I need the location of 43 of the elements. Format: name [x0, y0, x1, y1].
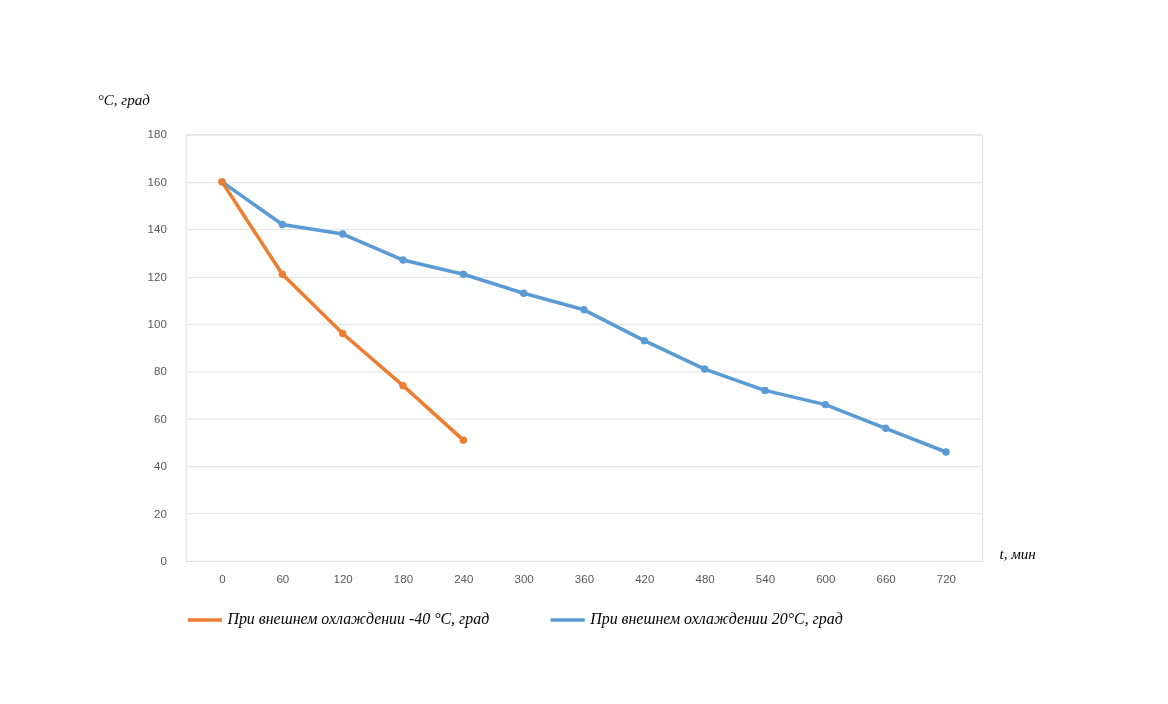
point	[640, 336, 649, 345]
x-tick-label: 720	[936, 572, 957, 585]
point	[399, 381, 407, 390]
y-tick-label: 60	[154, 412, 167, 425]
y-tick-label: 100	[147, 318, 167, 331]
point	[459, 270, 468, 278]
x-tick-label: 540	[755, 572, 776, 585]
y-tick-label: 140	[147, 223, 167, 236]
legend-label: При внешнем охлаждении 20°C, град	[589, 610, 843, 629]
legend-label: При внешнем охлаждении -40 °C, град	[226, 610, 490, 629]
x-axis-title: t, мин	[999, 545, 1036, 562]
y-tick-label: 120	[147, 270, 167, 283]
point	[338, 230, 347, 238]
y-tick-label: 0	[160, 554, 167, 567]
point	[399, 256, 407, 264]
point	[700, 365, 709, 373]
point	[821, 400, 830, 409]
y-tick-label: 180	[147, 128, 167, 141]
point	[278, 220, 287, 229]
y-axis-title: °C, град	[97, 91, 151, 108]
x-tick-label: 0	[219, 572, 226, 585]
x-tick-label: 360	[574, 572, 595, 585]
y-tick-label: 160	[147, 175, 167, 188]
x-tick-label: 480	[695, 572, 715, 585]
y-tick-label: 80	[154, 365, 167, 378]
y-tick-label: 20	[154, 507, 167, 520]
y-tick-label: 40	[154, 460, 167, 473]
point	[761, 386, 769, 395]
x-tick-label: 240	[454, 572, 474, 585]
point	[519, 289, 528, 297]
x-tick-label: 60	[276, 572, 290, 585]
x-tick-label: 600	[816, 572, 836, 585]
x-tick-label: 300	[514, 572, 534, 585]
point	[942, 448, 950, 456]
x-tick-label: 180	[393, 572, 414, 585]
point	[278, 270, 287, 278]
x-tick-label: 660	[876, 572, 896, 585]
point	[338, 329, 347, 338]
point	[580, 306, 588, 314]
point	[459, 436, 468, 444]
x-tick-label: 420	[635, 572, 655, 585]
point	[881, 424, 890, 432]
x-tick-label: 120	[333, 572, 353, 585]
